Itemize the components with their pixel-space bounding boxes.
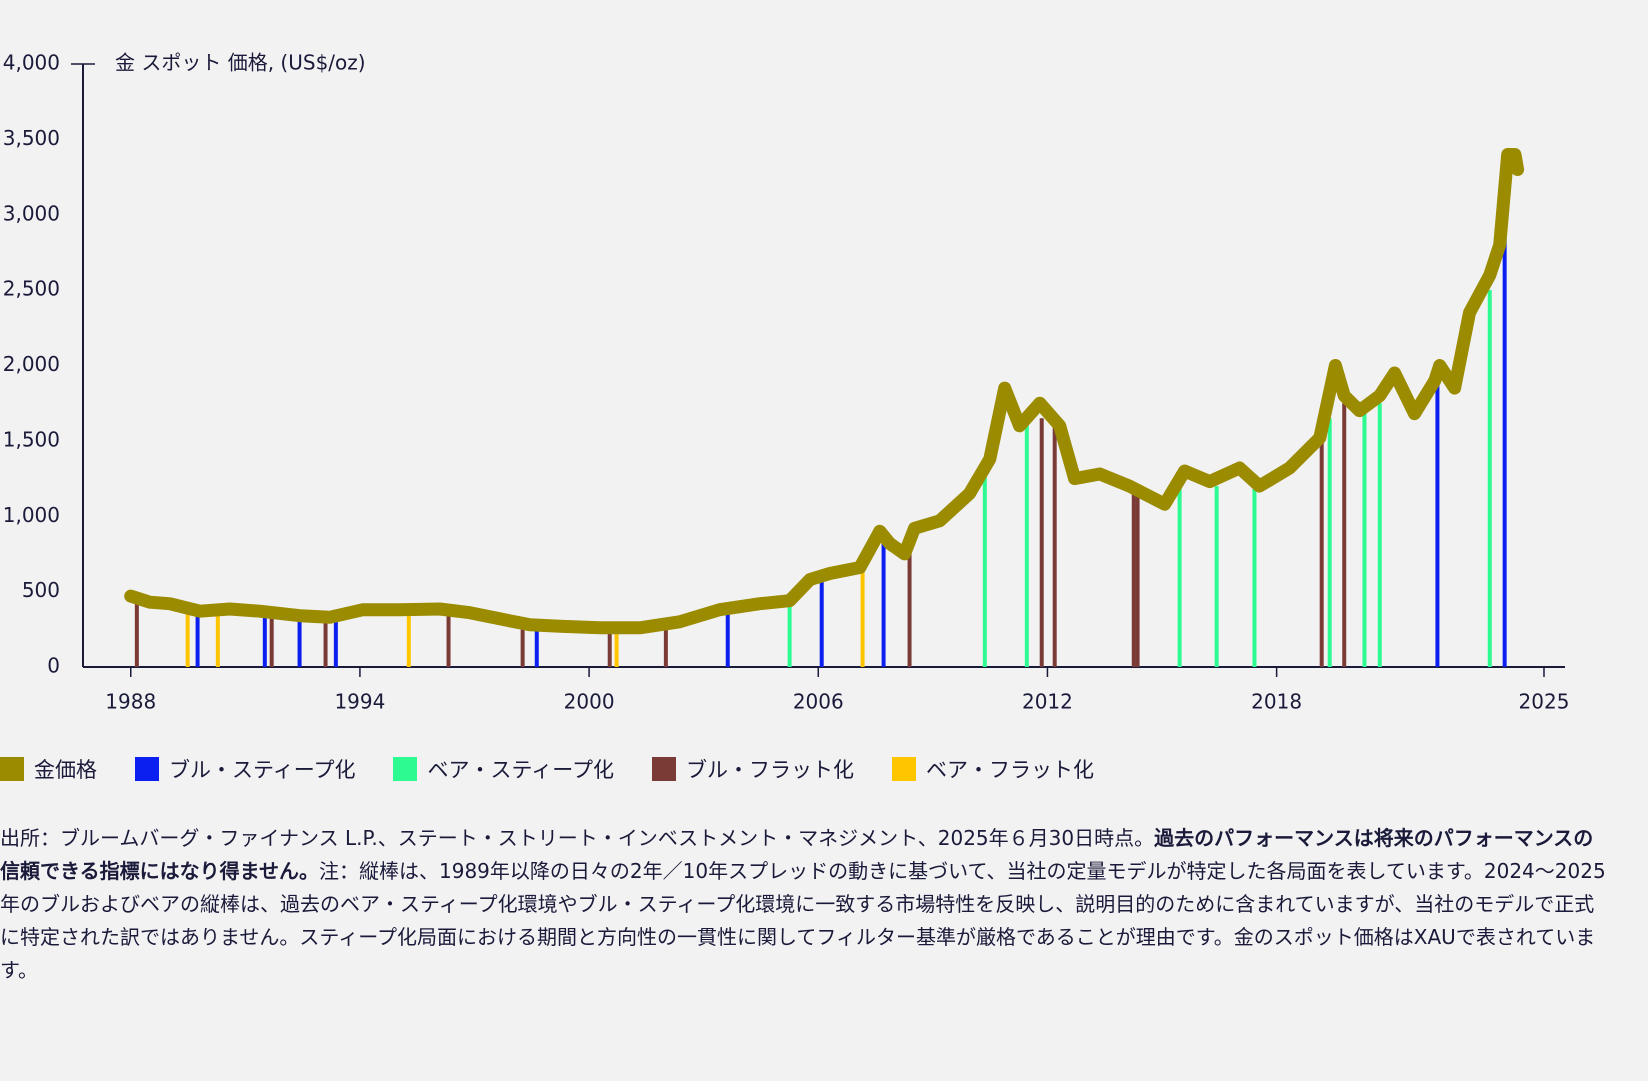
regime-bar	[907, 543, 912, 667]
regime-bar	[297, 618, 302, 667]
footnote-source: 出所：ブルームバーグ・ファイナンス L.P.、ステート・ストリート・インベストメ…	[0, 826, 1155, 850]
regime-bar	[787, 606, 792, 667]
regime-bar	[819, 573, 824, 667]
y-tick-label: 3,500	[3, 126, 60, 150]
chart: 金 スポット 価格, (US$/oz) 0 500 1,000 1,500 2,000 2…	[3, 51, 1570, 714]
legend-swatch	[0, 757, 24, 781]
regime-bar	[1342, 403, 1347, 667]
regime-bar	[860, 569, 865, 667]
regime-bar	[1362, 410, 1367, 667]
regime-bar	[1377, 403, 1382, 667]
regime-bar	[607, 627, 612, 667]
regime-bar	[1502, 237, 1507, 668]
regime-bar	[1214, 486, 1219, 667]
legend-swatch	[135, 757, 159, 781]
regime-bar	[323, 618, 328, 667]
regime-bar	[333, 609, 338, 667]
regime-bar	[262, 617, 267, 667]
footnote-note: 注：縦棒は、1989年以降の日々の2年／10年スプレッドの動きに基づいて、当社の…	[0, 859, 1606, 982]
regime-bar	[534, 629, 539, 667]
legend-swatch	[891, 757, 916, 781]
regime-bar	[134, 603, 139, 667]
legend-swatch	[651, 757, 676, 781]
footnote: 出所：ブルームバーグ・ファイナンス L.P.、ステート・ストリート・インベストメ…	[0, 822, 1610, 987]
legend-item: ベア・スティープ化	[393, 754, 614, 784]
legend-label: ベア・スティープ化	[427, 758, 614, 782]
x-tick-label: 2012	[1022, 690, 1073, 714]
legend-item: ブル・スティープ化	[135, 754, 355, 784]
y-tick-label: 1,000	[3, 503, 60, 527]
regime-bar	[1135, 493, 1140, 667]
regime-bar	[614, 629, 619, 667]
regime-bar	[982, 471, 987, 667]
legend-label: ブル・スティープ化	[169, 758, 356, 782]
gold-price-line	[124, 148, 1525, 635]
regime-bar	[725, 609, 730, 667]
regime-bar	[446, 611, 451, 667]
regime-bar	[520, 623, 525, 667]
regime-bar	[1319, 440, 1324, 667]
x-tick-label: 2018	[1251, 690, 1302, 714]
regime-bar	[1435, 380, 1440, 667]
y-tick-label: 1,500	[3, 427, 60, 451]
regime-bar	[1252, 474, 1257, 667]
x-tick-label: 2006	[793, 690, 844, 714]
legend-label: ブル・フラット化	[685, 758, 854, 782]
legend-swatch	[393, 757, 418, 781]
regime-bar	[1327, 418, 1332, 667]
legend-item: ベア・フラット化	[891, 754, 1094, 784]
regime-bar	[1177, 486, 1182, 667]
y-tick-label: 2,000	[3, 352, 60, 376]
regime-bar	[406, 611, 411, 667]
legend-item: ブル・フラット化	[651, 754, 854, 784]
legend: 金価格 ブル・スティープ化 ベア・スティープ化 ブル・フラット化 ベア・フラット化	[0, 754, 1132, 784]
y-axis-title: 金 スポット 価格, (US$/oz)	[115, 51, 366, 75]
x-tick-label: 1988	[105, 690, 156, 714]
x-tick-label: 2025	[1519, 690, 1570, 714]
regime-bar	[881, 541, 886, 667]
y-tick-label: 0	[47, 654, 60, 678]
legend-label: 金価格	[34, 758, 97, 782]
x-tick-label: 1994	[334, 690, 385, 714]
regime-bar	[215, 611, 220, 667]
regime-bar	[1052, 425, 1057, 667]
footnote-bold: 過去のパフォーマンスは将来のパフォーマンスの信頼できる指標にはなり得ません。	[0, 826, 1594, 883]
regime-bar	[1487, 290, 1492, 667]
legend-label: ベア・フラット化	[925, 758, 1094, 782]
y-tick-label: 2,500	[3, 277, 60, 301]
x-tick-label: 2000	[564, 690, 615, 714]
y-tick-label: 500	[22, 578, 60, 602]
legend-item: 金価格	[0, 754, 97, 784]
regime-bar	[269, 617, 274, 667]
y-tick-label: 4,000	[3, 51, 60, 75]
regime-bar	[185, 614, 190, 667]
regime-bar	[663, 621, 668, 667]
regime-bar	[1024, 418, 1029, 667]
y-tick-label: 3,000	[3, 201, 60, 225]
regime-bar	[1131, 493, 1136, 667]
regime-bar	[195, 612, 200, 667]
regime-bar	[1039, 418, 1044, 667]
